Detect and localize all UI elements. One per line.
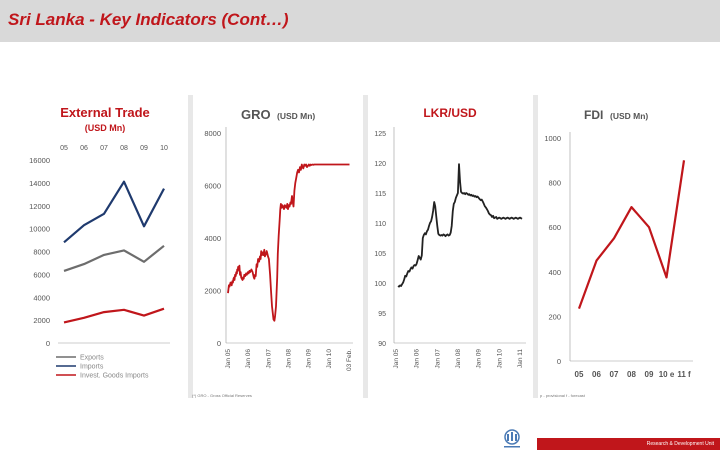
chart-title: External Trade <box>60 105 150 120</box>
y-tick-label: 1000 <box>544 134 561 143</box>
legend-label: Imports <box>80 364 104 371</box>
y-tick-label: 95 <box>378 311 386 318</box>
chart-title: LKR/USD <box>423 106 477 120</box>
y-tick-label: 12000 <box>29 202 50 211</box>
chart-title: FDI <box>584 108 603 122</box>
x-tick-label: Jan 10 <box>496 349 503 369</box>
y-tick-label: 120 <box>374 161 386 168</box>
series-line <box>63 307 165 324</box>
x-tick-label: Jan 08 <box>286 349 293 369</box>
y-tick-label: 6000 <box>204 182 221 191</box>
y-tick-label: 200 <box>548 312 561 321</box>
x-tick-label: Jan 06 <box>245 349 252 369</box>
x-tick-label: Jan 09 <box>476 349 483 369</box>
x-tick-label: 10 <box>160 145 168 152</box>
lkr-usd-svg: LKR/USD 90 95 100 105 110 115 120 125 Jan 05 Jan 0… <box>374 106 526 369</box>
y-tick-label: 800 <box>548 179 561 188</box>
page-title: Sri Lanka - Key Indicators (Cont…) <box>8 10 289 29</box>
y-tick-label: 14000 <box>29 179 50 188</box>
series-line <box>227 163 350 322</box>
y-tick-label: 8000 <box>33 248 50 257</box>
x-tick-label: 07 <box>100 145 108 152</box>
y-tick-label: 100 <box>374 281 386 288</box>
y-tick-label: 4000 <box>33 293 50 302</box>
x-tick-label: Jan 11 <box>517 349 524 368</box>
y-tick-label: 110 <box>375 221 386 228</box>
x-tick-label: Jan 07 <box>434 349 441 369</box>
chart-gro: GRO (USD Mn) 0 2000 4000 6000 8000 Jan 05 Jan 06… <box>193 95 363 398</box>
x-tick-label: 08 <box>627 370 636 379</box>
x-tick-label: 09 <box>140 145 148 152</box>
divider <box>363 95 368 398</box>
series-line <box>63 244 165 272</box>
chart-subtitle: (USD Mn) <box>85 123 126 133</box>
divider <box>533 95 538 398</box>
x-tick-label: Jan 05 <box>393 349 400 369</box>
y-tick-label: 0 <box>557 357 561 366</box>
chart-unit: (USD Mn) <box>277 111 315 121</box>
y-tick-label: 8000 <box>204 129 221 138</box>
y-tick-label: 2000 <box>204 287 221 296</box>
chart-lkr-usd: LKR/USD 90 95 100 105 110 115 120 125 Jan 05 Jan 0… <box>368 95 533 398</box>
series-line <box>397 163 523 288</box>
gro-svg: GRO (USD Mn) 0 2000 4000 6000 8000 Jan 05 Jan 06… <box>204 107 353 371</box>
y-tick-label: 90 <box>378 341 386 348</box>
x-tick-label: 03 Feb. <box>346 349 353 371</box>
chart-external-trade: External Trade (USD Mn) 05 06 07 08 09 10 0 2000 4… <box>20 95 190 398</box>
x-tick-label: Jan 06 <box>414 349 421 369</box>
y-tick-label: 4000 <box>204 234 221 243</box>
x-tick-label: 10 e <box>659 370 675 379</box>
chart-unit: (USD Mn) <box>610 111 648 121</box>
y-tick-label: 400 <box>548 268 561 277</box>
fdi-svg: FDI (USD Mn) 0 200 400 600 800 1000 05 06 07 08 09 10… <box>544 108 693 379</box>
y-tick-label: 115 <box>375 191 386 198</box>
x-tick-label: Jan 10 <box>326 349 333 369</box>
x-tick-label: 05 <box>60 145 68 152</box>
divider <box>188 95 193 398</box>
y-tick-label: 0 <box>217 339 221 348</box>
legend-label: Exports <box>80 355 104 362</box>
x-tick-label: 05 <box>575 370 584 379</box>
chart-title: GRO <box>241 107 271 122</box>
title-bar: Sri Lanka - Key Indicators (Cont…) <box>0 0 720 42</box>
x-tick-label: Jan 05 <box>225 349 232 369</box>
footer-text: Research & Development Unit <box>646 441 714 447</box>
x-tick-label: 11 f <box>677 370 691 379</box>
series-line <box>577 160 686 309</box>
y-tick-label: 125 <box>374 131 386 138</box>
y-tick-label: 6000 <box>33 270 50 279</box>
institution-logo-icon <box>504 429 520 448</box>
x-tick-label: 06 <box>592 370 601 379</box>
x-tick-label: Jan 09 <box>306 349 313 369</box>
series-line <box>63 180 165 244</box>
x-tick-label: 06 <box>80 145 88 152</box>
x-tick-label: Jan 07 <box>265 349 272 369</box>
chart-fdi: FDI (USD Mn) 0 200 400 600 800 1000 05 06 07 08 09 10… <box>538 95 703 398</box>
x-tick-label: Jan 08 <box>455 349 462 369</box>
y-tick-label: 2000 <box>33 316 50 325</box>
y-tick-label: 600 <box>548 223 561 232</box>
x-tick-label: 07 <box>610 370 619 379</box>
y-tick-label: 10000 <box>29 225 50 234</box>
x-tick-label: 09 <box>645 370 654 379</box>
y-tick-label: 16000 <box>29 156 50 165</box>
gro-note: (*) GRO - Gross Official Reserves <box>192 393 252 398</box>
y-tick-label: 105 <box>374 251 386 258</box>
x-tick-label: 08 <box>120 145 128 152</box>
footer-bar: Research & Development Unit <box>537 438 720 450</box>
fdi-note: p - provisional f - forecast <box>540 393 585 398</box>
external-trade-svg: External Trade (USD Mn) 05 06 07 08 09 10 0 2000 4… <box>29 105 170 380</box>
legend-label: Invest. Goods Imports <box>80 373 149 380</box>
y-tick-label: 0 <box>46 339 50 348</box>
